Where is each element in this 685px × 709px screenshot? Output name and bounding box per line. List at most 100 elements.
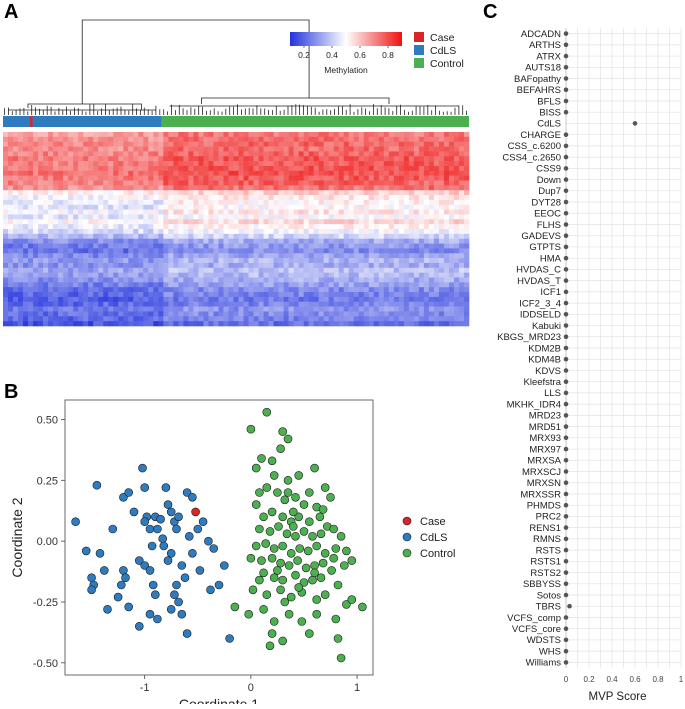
point-cdls — [95, 548, 105, 558]
heatmap-cell — [258, 214, 264, 220]
heatmap-cell — [273, 248, 279, 254]
heatmap-cell — [203, 151, 209, 157]
heatmap-cell — [38, 243, 44, 249]
heatmap-cell — [353, 306, 360, 312]
heatmap-cell — [73, 272, 79, 278]
heatmap-cell — [253, 311, 259, 317]
heatmap-cell — [113, 301, 119, 307]
heatmap-cell — [108, 219, 114, 225]
heatmap-cell — [8, 136, 14, 142]
heatmap-cell — [68, 296, 74, 303]
heatmap-cell — [83, 253, 89, 259]
heatmap-cell — [358, 219, 365, 225]
heatmap-cell — [133, 321, 139, 327]
heatmap-cell — [168, 156, 174, 162]
heatmap-cell — [403, 136, 410, 142]
heatmap-cell — [413, 253, 420, 259]
heatmap-cell — [238, 195, 244, 201]
heatmap-cell — [33, 296, 39, 303]
heatmap-cell — [128, 229, 134, 235]
heatmap-cell — [278, 296, 284, 303]
heatmap-cell — [223, 277, 229, 283]
heatmap-cell — [68, 238, 74, 244]
heatmap-cell — [83, 306, 89, 312]
heatmap-cell — [3, 132, 9, 138]
heatmap-cell — [33, 287, 39, 293]
x-tick-label: 0 — [248, 682, 254, 694]
heatmap-cell — [338, 316, 345, 322]
heatmap-cell — [298, 156, 304, 162]
heatmap-cell — [78, 204, 84, 210]
heatmap-cell — [223, 229, 229, 235]
heatmap-cell — [363, 292, 370, 298]
heatmap-cell — [198, 238, 204, 244]
category-label: ARTHS — [529, 40, 561, 51]
heatmap-cell — [173, 267, 179, 273]
heatmap-cell — [83, 316, 89, 322]
heatmap-cell — [383, 199, 390, 206]
heatmap-cell — [108, 185, 114, 191]
heatmap-cell — [288, 253, 294, 259]
heatmap-cell — [13, 156, 19, 162]
heatmap-cell — [373, 233, 380, 239]
heatmap-cell — [358, 165, 365, 172]
heatmap-cell — [98, 258, 104, 264]
heatmap-cell — [368, 258, 375, 264]
heatmap-cell — [333, 132, 340, 138]
heatmap-cell — [293, 195, 299, 201]
heatmap-cell — [148, 219, 154, 225]
heatmap-cell — [163, 165, 169, 172]
heatmap-cell — [83, 146, 89, 152]
heatmap-cell — [183, 258, 189, 264]
heatmap-cell — [3, 316, 9, 322]
heatmap-cell — [53, 321, 59, 327]
heatmap-cell — [443, 156, 450, 162]
heatmap-cell — [288, 165, 294, 172]
point-control — [251, 463, 261, 473]
heatmap-cell — [273, 238, 279, 244]
heatmap-cell — [108, 132, 114, 138]
heatmap-cell — [23, 165, 29, 172]
heatmap-cell — [103, 243, 109, 249]
heatmap-cell — [413, 219, 420, 225]
heatmap-cell — [433, 175, 440, 181]
heatmap-cell — [208, 253, 214, 259]
heatmap-cell — [78, 199, 84, 206]
heatmap-cell — [288, 282, 294, 288]
heatmap-cell — [433, 253, 440, 259]
heatmap-cell — [138, 292, 144, 298]
point-control — [291, 492, 300, 502]
heatmap-cell — [53, 141, 59, 147]
heatmap-cell — [258, 132, 264, 138]
heatmap-cell — [263, 272, 269, 278]
heatmap-cell — [133, 306, 139, 312]
heatmap-cell — [83, 214, 89, 220]
heatmap-cell — [98, 229, 104, 235]
heatmap-cell — [78, 190, 84, 196]
heatmap-cell — [73, 253, 79, 259]
heatmap-cell — [438, 190, 445, 196]
heatmap-cell — [78, 233, 84, 239]
heatmap-cell — [383, 296, 390, 303]
heatmap-cell — [38, 296, 44, 303]
heatmap-cell — [348, 296, 355, 303]
heatmap-cell — [203, 248, 209, 254]
heatmap-cell — [298, 316, 304, 322]
heatmap-cell — [78, 175, 84, 181]
heatmap-cell — [338, 161, 345, 167]
heatmap-cell — [118, 243, 124, 249]
heatmap-cell — [208, 282, 214, 288]
heatmap-cell — [453, 292, 460, 298]
heatmap-cell — [183, 132, 189, 138]
heatmap-cell — [88, 185, 94, 191]
heatmap-cell — [123, 272, 129, 278]
heatmap-cell — [328, 180, 335, 186]
heatmap-cell — [128, 277, 134, 283]
heatmap-cell — [23, 243, 29, 249]
heatmap-cell — [48, 190, 54, 196]
heatmap-cell — [448, 209, 455, 215]
heatmap-cell — [343, 233, 350, 239]
heatmap-cell — [288, 132, 294, 138]
heatmap-cell — [363, 170, 370, 176]
heatmap-cell — [113, 224, 119, 230]
